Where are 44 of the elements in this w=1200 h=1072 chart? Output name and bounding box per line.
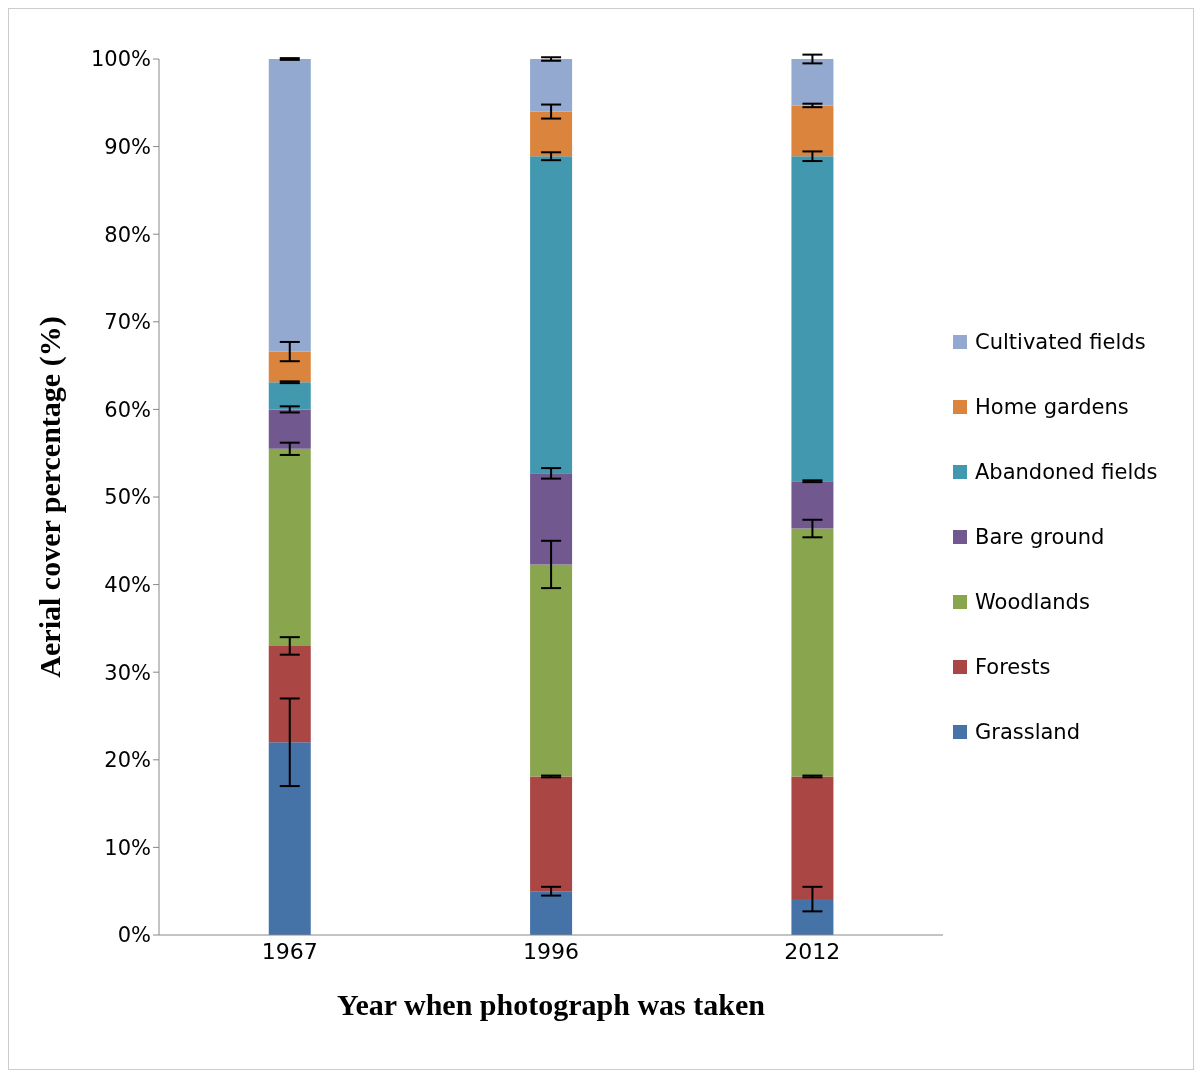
legend-label: Cultivated fields xyxy=(975,330,1146,354)
bar xyxy=(791,156,834,482)
bar xyxy=(791,105,834,157)
bar xyxy=(791,528,834,777)
x-tick-label: 1967 xyxy=(261,938,318,964)
y-tick-label: 50% xyxy=(104,485,151,510)
bar xyxy=(530,891,573,935)
bar xyxy=(791,776,834,900)
legend-label: Woodlands xyxy=(975,590,1090,614)
y-tick-label: 60% xyxy=(104,397,151,422)
y-tick-label: 90% xyxy=(104,135,151,160)
y-tick-label: 20% xyxy=(104,748,151,773)
bar xyxy=(530,564,573,777)
y-tick-label: 10% xyxy=(104,835,151,860)
bar xyxy=(268,351,311,383)
bar xyxy=(268,59,311,352)
y-tick-label: 80% xyxy=(104,222,151,247)
x-tick-label: 1996 xyxy=(523,938,579,964)
legend-label: Home gardens xyxy=(975,395,1129,419)
y-tick-label: 70% xyxy=(104,310,151,335)
x-axis-title: Year when photograph was taken xyxy=(337,988,766,1021)
bar xyxy=(530,111,573,157)
y-tick-label: 40% xyxy=(104,573,151,598)
y-tick-label: 30% xyxy=(104,660,151,685)
bar xyxy=(530,473,573,565)
bar xyxy=(268,382,311,410)
legend-label: Grassland xyxy=(975,720,1080,744)
legend-label: Forests xyxy=(975,655,1051,679)
y-axis-title: Aerial cover percentage (%) xyxy=(32,316,67,678)
legend-label: Bare ground xyxy=(975,525,1105,549)
bar xyxy=(530,59,573,112)
bar xyxy=(268,448,311,646)
bar xyxy=(268,645,311,743)
legend-label: Abandoned fields xyxy=(975,460,1158,484)
bar xyxy=(791,899,834,935)
bar xyxy=(791,481,834,529)
bar xyxy=(268,409,311,449)
x-tick-label: 2012 xyxy=(784,938,841,964)
bar xyxy=(530,156,573,474)
bar xyxy=(791,59,834,106)
y-tick-label: 100% xyxy=(90,47,151,72)
y-tick-label: 0% xyxy=(117,923,151,948)
bar xyxy=(268,742,311,935)
bar xyxy=(530,776,573,892)
